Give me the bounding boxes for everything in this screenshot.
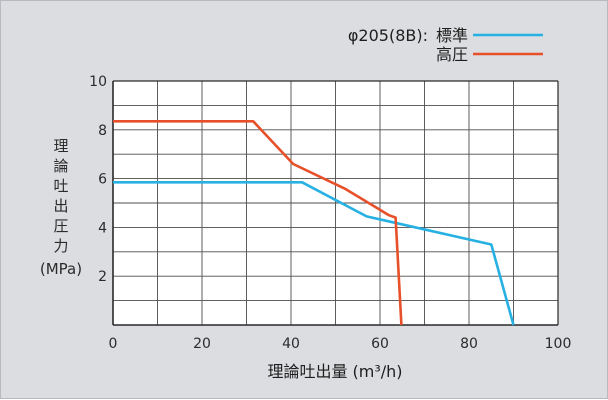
y-tick-label: 4 — [98, 220, 107, 236]
x-tick-label: 0 — [109, 336, 118, 352]
y-axis-label-char: 吐 — [53, 177, 68, 195]
y-tick-label: 8 — [98, 123, 107, 139]
y-axis-label-char: 論 — [53, 157, 68, 175]
x-tick-label: 60 — [371, 336, 389, 352]
legend-label-high-pressure: 高圧 — [436, 45, 468, 64]
x-tick-label: 20 — [193, 336, 211, 352]
x-tick-label: 100 — [545, 336, 572, 352]
y-axis-unit: (MPa) — [40, 260, 82, 278]
x-tick-label: 80 — [460, 336, 478, 352]
legend-title: φ205(8B): — [348, 26, 428, 45]
y-axis-label-char: 理 — [53, 137, 68, 155]
y-axis-label-char: 出 — [53, 197, 68, 215]
data-series — [113, 120, 515, 326]
series-line-high-pressure — [113, 120, 403, 326]
legend: φ205(8B): 標準 高圧 — [348, 26, 543, 64]
legend-label-standard: 標準 — [436, 26, 468, 45]
y-tick-label: 6 — [98, 172, 107, 188]
y-axis-label-char: 力 — [53, 237, 68, 255]
y-tick-label: 2 — [98, 269, 107, 285]
series-line-standard — [113, 181, 515, 326]
x-axis-label: 理論吐出量 (m³/h) — [267, 362, 402, 381]
y-tick-label: 10 — [89, 74, 107, 90]
x-tick-label: 40 — [282, 336, 300, 352]
y-axis-label-char: 圧 — [53, 217, 68, 235]
